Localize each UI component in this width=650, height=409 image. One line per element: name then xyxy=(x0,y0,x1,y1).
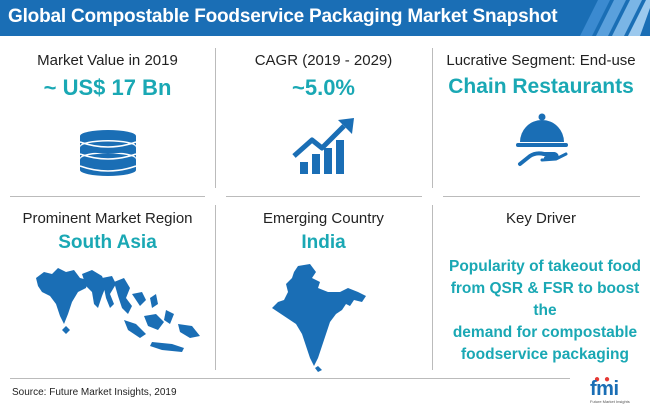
food-cloche-icon xyxy=(516,113,568,166)
logo-subtitle: Future Market Insights xyxy=(590,399,630,404)
divider xyxy=(432,205,433,370)
segment-cell: Lucrative Segment: End-use Chain Restaur… xyxy=(432,52,650,99)
fmi-logo: ●● fmi Future Market Insights xyxy=(590,374,640,406)
market-value-cell: Market Value in 2019 ~ US$ 17 Bn xyxy=(0,52,215,101)
market-value-value: ~ US$ 17 Bn xyxy=(43,75,172,100)
header-banner: Global Compostable Foodservice Packaging… xyxy=(0,0,650,36)
region-label: Prominent Market Region xyxy=(22,210,193,227)
divider xyxy=(432,48,433,188)
source-note: Source: Future Market Insights, 2019 xyxy=(12,387,177,398)
key-driver-cell: Key Driver xyxy=(432,210,650,227)
cagr-cell: CAGR (2019 - 2029) ~5.0% xyxy=(215,52,432,101)
country-value: India xyxy=(301,232,346,253)
market-value-label: Market Value in 2019 xyxy=(37,52,178,69)
segment-value: Chain Restaurants xyxy=(448,75,634,98)
page-title: Global Compostable Foodservice Packaging… xyxy=(8,6,558,27)
divider xyxy=(215,205,216,370)
cagr-value: ~5.0% xyxy=(292,75,355,100)
key-driver-line: foodservice packaging xyxy=(461,346,629,363)
key-driver-label: Key Driver xyxy=(505,210,576,227)
segment-label: Lucrative Segment: End-use xyxy=(446,52,636,69)
key-driver-line: demand for compostable xyxy=(452,324,638,341)
divider xyxy=(443,196,640,197)
divider xyxy=(10,196,205,197)
key-driver-line: Popularity of takeout food xyxy=(448,258,642,275)
south-asia-map-icon xyxy=(36,268,200,352)
key-driver-line: from QSR & FSR to boost the xyxy=(450,280,640,319)
coins-stack-icon xyxy=(79,130,137,176)
header-stripes-decoration xyxy=(580,0,650,36)
region-cell: Prominent Market Region South Asia xyxy=(0,210,215,254)
country-cell: Emerging Country India xyxy=(215,210,432,254)
divider xyxy=(215,48,216,188)
country-label: Emerging Country xyxy=(263,210,384,227)
logo-dots-decoration: ●● xyxy=(594,374,615,385)
key-driver-text: Popularity of takeout food from QSR & FS… xyxy=(440,256,650,366)
region-value: South Asia xyxy=(58,232,157,253)
growth-chart-icon xyxy=(292,118,354,174)
footer-divider xyxy=(10,378,570,379)
india-map-icon xyxy=(272,264,366,372)
cagr-label: CAGR (2019 - 2029) xyxy=(254,52,393,69)
logo-wordmark: fmi xyxy=(590,378,619,400)
divider xyxy=(226,196,422,197)
